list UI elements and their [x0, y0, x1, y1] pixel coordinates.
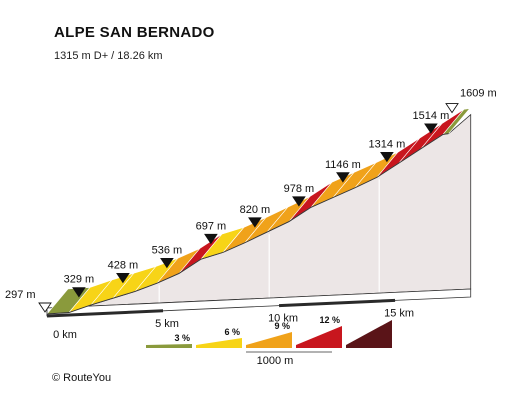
chart-subtitle: 1315 m D+ / 18.26 km [54, 50, 163, 62]
marker-triangle-1 [116, 273, 130, 284]
marker-label-1: 428 m [108, 259, 139, 271]
marker-label-8: 1514 m [413, 110, 450, 122]
routeyou-credit: © RouteYou [52, 372, 112, 384]
base-segment-1 [278, 298, 396, 308]
legend-label-1: 6 % [224, 327, 240, 337]
legend-swatch-1 [196, 338, 242, 348]
legend-swatch-0 [146, 344, 192, 348]
x-tick-label-15km: 15 km [384, 307, 414, 319]
legend-label-3: 12 % [319, 315, 340, 325]
marker-triangle-7 [380, 152, 394, 163]
legend-label-0: 3 % [174, 333, 190, 343]
marker-label-6: 1146 m [325, 159, 361, 171]
x-tick-label-10km: 10 km [268, 313, 298, 325]
marker-label-0: 329 m [64, 274, 95, 286]
marker-label-5: 978 m [284, 183, 315, 195]
start-elevation-label: 297 m [5, 289, 36, 301]
marker-label-7: 1314 m [369, 138, 406, 150]
x-tick-label-0km: 0 km [53, 329, 77, 341]
marker-label-2: 536 m [152, 244, 183, 256]
base-segment-0 [46, 309, 164, 318]
legend-swatch-4 [346, 320, 392, 348]
marker-triangle-8 [424, 123, 438, 134]
chart-title: ALPE SAN BERNADO [54, 24, 215, 41]
marker-triangle-2 [160, 257, 174, 269]
marker-label-3: 697 m [196, 220, 227, 232]
x-tick-label-5km: 5 km [155, 318, 179, 330]
profile-front-edge [46, 133, 449, 315]
marker-triangle-6 [336, 172, 350, 183]
summit-marker-triangle [445, 103, 459, 114]
legend-swatch-3 [296, 326, 342, 348]
marker-triangle-0 [72, 287, 86, 298]
legend-swatch-2 [246, 332, 292, 348]
marker-triangle-5 [292, 196, 306, 207]
marker-triangle-3 [204, 233, 218, 245]
start-marker-triangle [38, 302, 52, 313]
marker-triangle-4 [248, 217, 262, 228]
marker-label-4: 820 m [240, 204, 271, 216]
profile-base [46, 288, 472, 317]
scale-bar-label: 1000 m [257, 355, 294, 367]
summit-elevation-label: 1609 m [460, 88, 497, 100]
legend-label-2: 9 % [274, 321, 290, 331]
